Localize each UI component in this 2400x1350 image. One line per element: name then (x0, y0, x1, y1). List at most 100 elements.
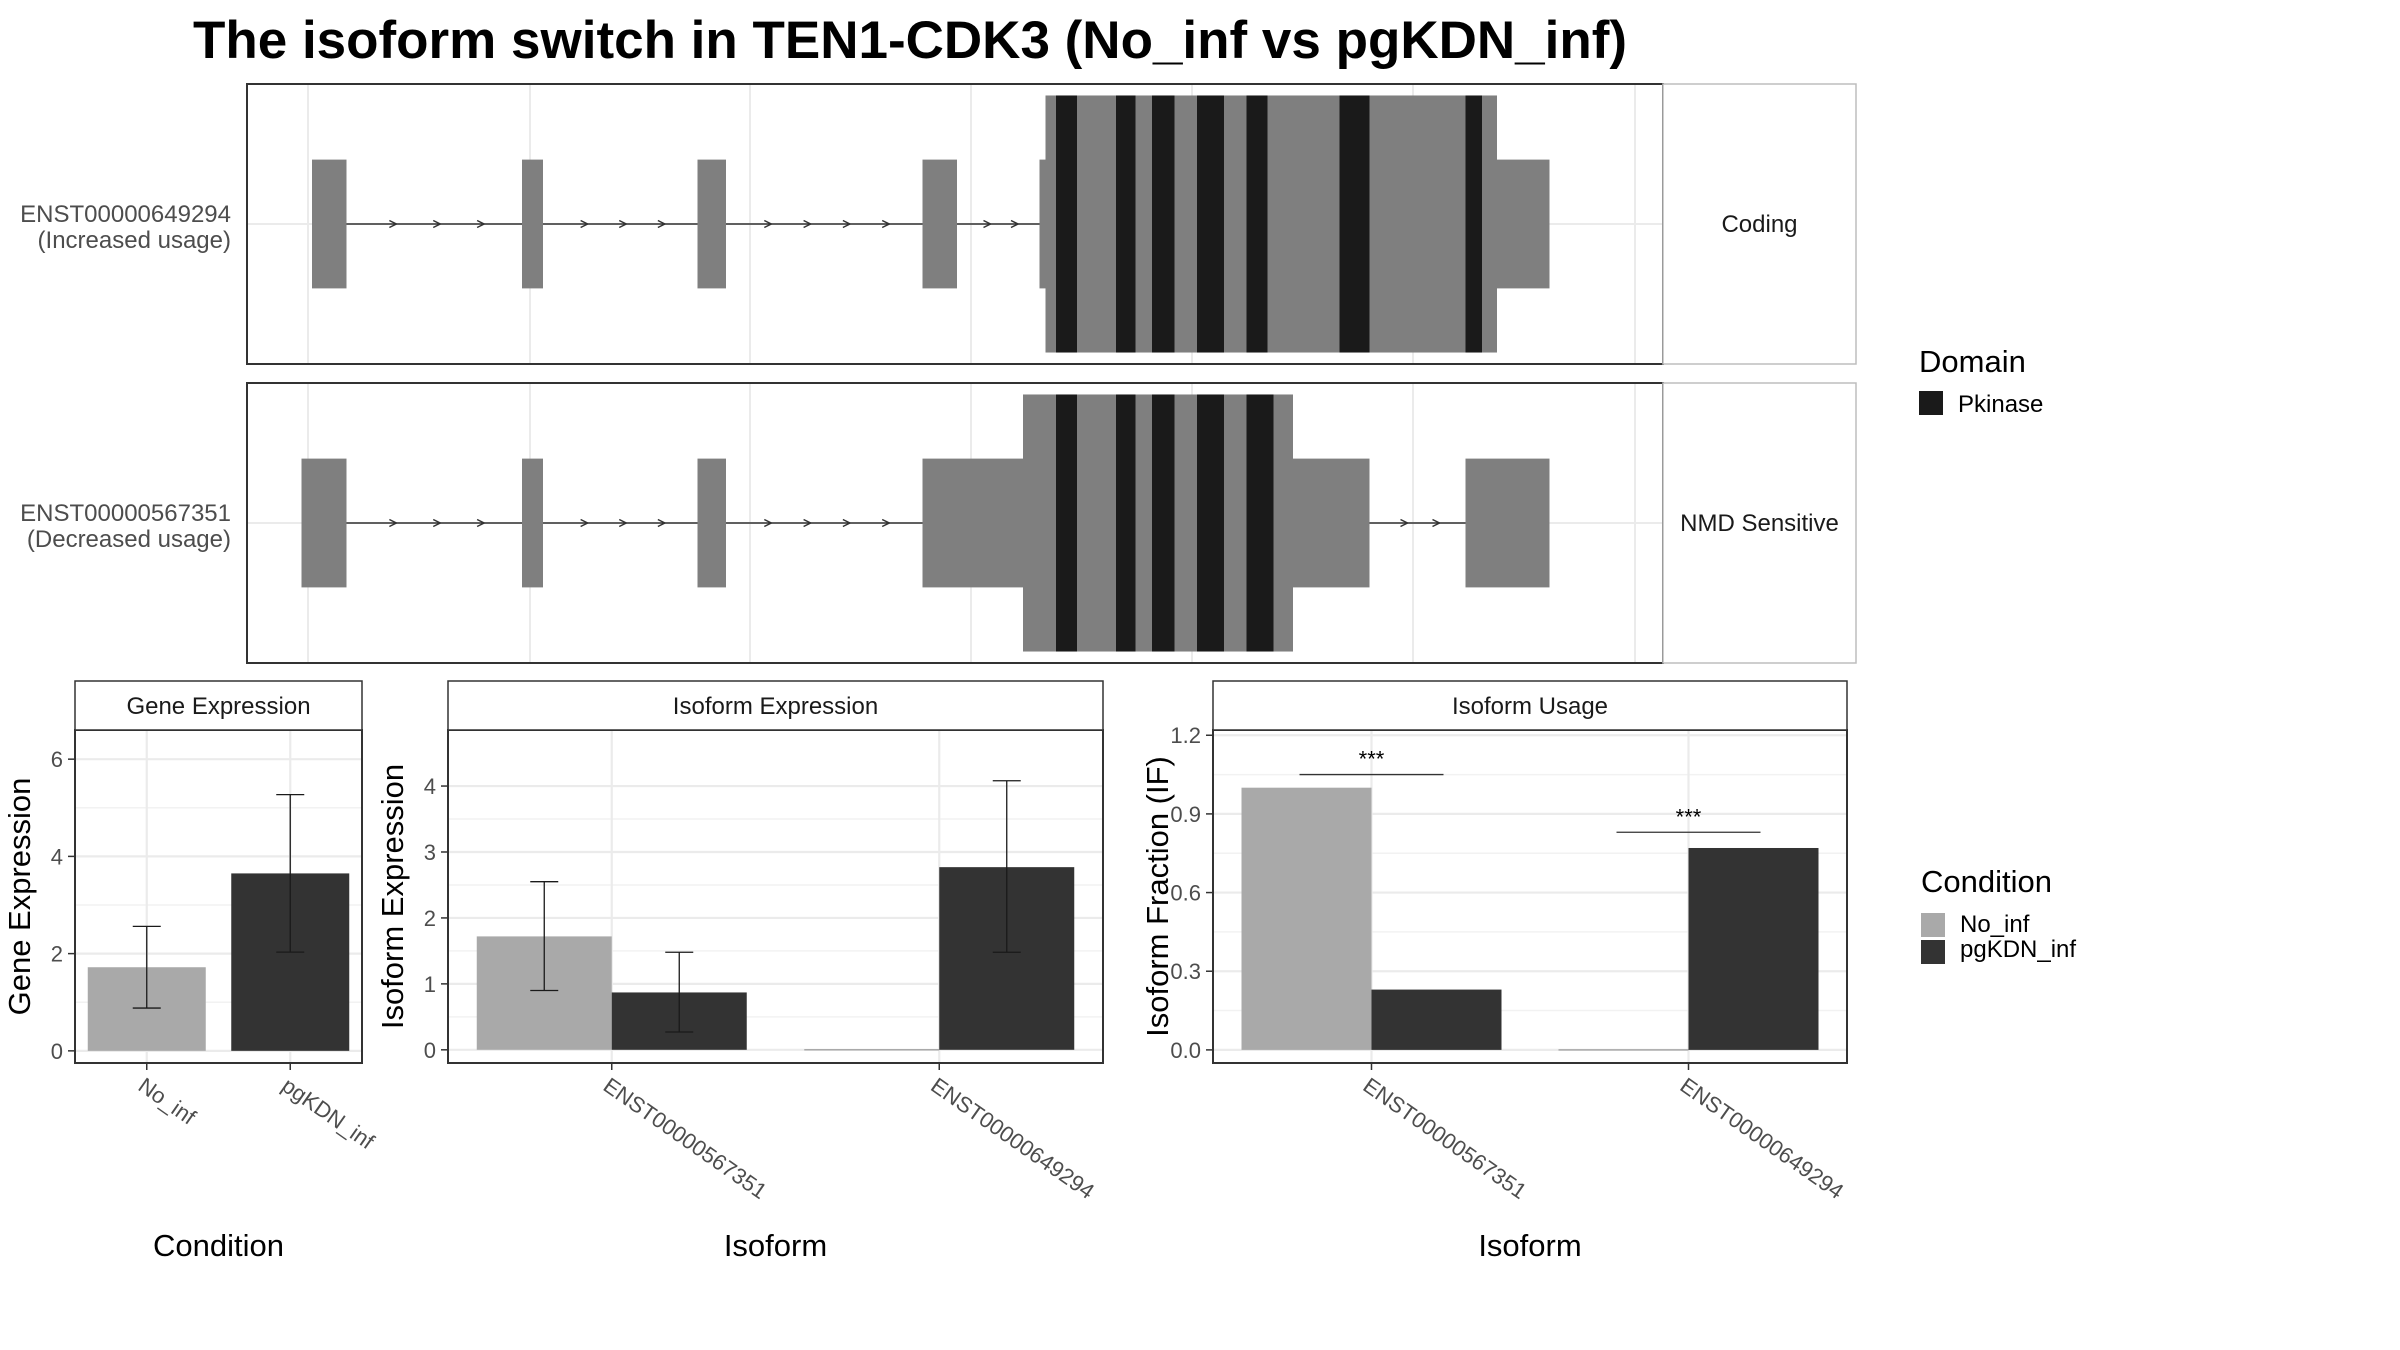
y-axis-title: Isoform Expression (375, 764, 410, 1029)
y-tick-label: 0.0 (1170, 1038, 1201, 1063)
x-axis-title: Condition (153, 1228, 284, 1263)
intron-direction-arrow (803, 219, 813, 229)
intron-direction-arrow (1010, 219, 1020, 229)
transcript-id-label: ENST00000649294 (20, 201, 231, 228)
bar (1241, 787, 1372, 1050)
pkinase-domain (1339, 95, 1370, 353)
utr-exon (1039, 159, 1046, 289)
y-tick-label: 6 (51, 747, 63, 772)
bar (1688, 847, 1819, 1050)
intron-direction-arrow (432, 518, 442, 528)
y-tick-label: 4 (51, 844, 63, 869)
pkinase-domain (1246, 394, 1274, 652)
y-axis-title: Gene Expression (2, 778, 37, 1016)
x-tick-label: No_inf (134, 1073, 201, 1130)
utr-exon (312, 159, 347, 289)
y-tick-label: 2 (424, 906, 436, 931)
facet-strip-label: Isoform Usage (1452, 693, 1608, 720)
facet-strip (447, 680, 1104, 731)
intron-direction-arrow (803, 518, 813, 528)
x-tick-label: ENST00000567351 (599, 1073, 772, 1204)
pkinase-domain (1152, 394, 1175, 652)
utr-exon (301, 458, 347, 588)
condition-legend-label: No_inf (1960, 911, 2030, 938)
pkinase-domain (1197, 394, 1224, 652)
utr-exon (522, 458, 543, 588)
category-strip (1662, 83, 1857, 365)
utr-exon (1293, 458, 1370, 588)
y-axis-title: Isoform Fraction (IF) (1140, 756, 1175, 1037)
intron-direction-arrow (618, 219, 628, 229)
figure-title: The isoform switch in TEN1-CDK3 (No_inf … (193, 11, 1627, 70)
transcript-id-label: ENST00000567351 (20, 500, 231, 527)
coding-exon (1045, 95, 1497, 353)
intron-direction-arrow (618, 518, 628, 528)
domain-legend: Domain Pkinase (1919, 344, 2043, 418)
x-tick-label: ENST00000567351 (1359, 1073, 1532, 1204)
intron-direction-arrow (476, 518, 486, 528)
intron-direction-arrow (580, 518, 590, 528)
y-tick-label: 0 (424, 1038, 436, 1063)
y-tick-label: 0.3 (1170, 959, 1201, 984)
transcript-structure-panel: Coding ENST00000649294(Increased usage) NM… (20, 83, 1857, 664)
intron-direction-arrow (657, 518, 667, 528)
utr-exon (922, 159, 957, 289)
intron-direction-arrow (580, 219, 590, 229)
transcript-usage-label: (Increased usage) (38, 227, 231, 254)
intron-direction-arrow (389, 518, 399, 528)
bar (1371, 989, 1502, 1050)
legend-swatch-no-inf (1921, 913, 1945, 937)
x-axis-title: Isoform (724, 1228, 827, 1263)
utr-exon (1465, 458, 1550, 588)
y-tick-label: 2 (51, 942, 63, 967)
category-strip (1662, 382, 1857, 664)
x-tick-label: ENST00000649294 (926, 1073, 1099, 1204)
intron-direction-arrow (842, 518, 852, 528)
transcript-category-label: NMD Sensitive (1680, 510, 1839, 537)
significance-label: *** (1676, 804, 1702, 829)
y-tick-label: 0.6 (1170, 881, 1201, 906)
pkinase-domain (1116, 95, 1136, 353)
intron-direction-arrow (983, 219, 993, 229)
domain-legend-label: Pkinase (1958, 391, 2043, 418)
utr-exon (1497, 159, 1550, 289)
transcript-usage-label: (Decreased usage) (27, 526, 231, 553)
intron-direction-arrow (389, 219, 399, 229)
legend-swatch-pgkdn-inf (1921, 940, 1945, 964)
facet-strip-label: Isoform Expression (673, 693, 878, 720)
pkinase-domain (1152, 95, 1175, 353)
utr-exon (522, 159, 543, 289)
bar-chart-panels: 0 2 4 6 Gene Expression No_inf pgKDN_inf Condit… (2, 680, 1848, 1263)
y-tick-label: 0.9 (1170, 802, 1201, 827)
intron-direction-arrow (657, 219, 667, 229)
x-tick-label: pgKDN_inf (277, 1073, 379, 1155)
condition-legend-title: Condition (1921, 864, 2052, 899)
pkinase-domain (1056, 95, 1077, 353)
intron-direction-arrow (881, 518, 891, 528)
condition-legend-label: pgKDN_inf (1960, 936, 2076, 963)
intron-direction-arrow (842, 219, 852, 229)
domain-legend-title: Domain (1919, 344, 2026, 379)
intron-direction-arrow (763, 219, 773, 229)
y-tick-label: 4 (424, 774, 436, 799)
pkinase-domain (1465, 95, 1482, 353)
y-tick-label: 0 (51, 1039, 63, 1064)
significance-label: *** (1359, 747, 1385, 772)
intron-direction-arrow (432, 219, 442, 229)
utr-exon (697, 458, 726, 588)
intron-direction-arrow (763, 518, 773, 528)
intron-direction-arrow (1432, 518, 1442, 528)
legend-swatch-pkinase (1919, 391, 1943, 415)
facet-strip (74, 680, 363, 731)
utr-exon (922, 458, 1023, 588)
intron-direction-arrow (476, 219, 486, 229)
x-axis-title: Isoform (1478, 1228, 1581, 1263)
y-tick-label: 1.2 (1170, 723, 1201, 748)
y-tick-label: 1 (424, 972, 436, 997)
intron-direction-arrow (881, 219, 891, 229)
pkinase-domain (1116, 394, 1136, 652)
pkinase-domain (1246, 95, 1268, 353)
pkinase-domain (1056, 394, 1077, 652)
